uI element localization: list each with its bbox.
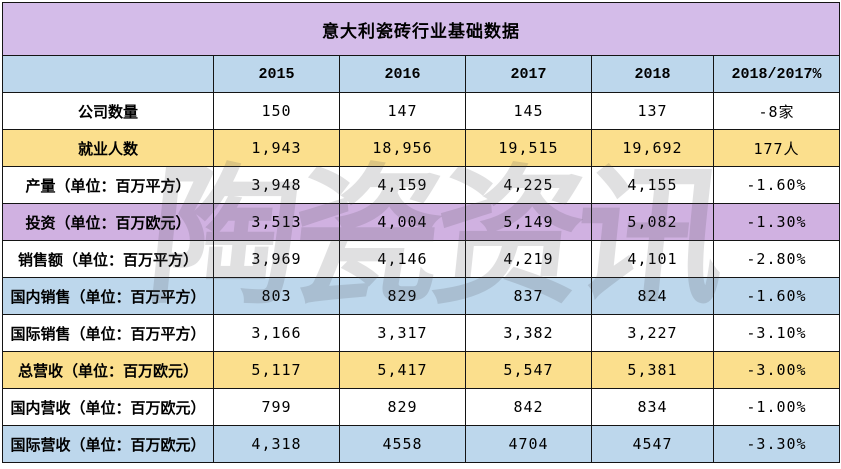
cell-value: 4558 [339, 425, 466, 463]
cell-value: 1,943 [213, 129, 340, 167]
cell-value: 837 [465, 277, 592, 315]
table-row: 就业人数 1,943 18,956 19,515 19,692 177人 [2, 129, 840, 167]
cell-value: 4,225 [465, 166, 592, 204]
column-header-2017: 2017 [465, 55, 592, 93]
row-label: 国内营收（单位：百万欧元） [2, 388, 214, 426]
cell-value: -3.30% [713, 425, 840, 463]
cell-value: 5,117 [213, 351, 340, 389]
cell-value: 4,318 [213, 425, 340, 463]
cell-value: 824 [591, 277, 714, 315]
table-row: 产量（单位：百万平方） 3,948 4,159 4,225 4,155 -1.6… [2, 166, 840, 204]
cell-value: 18,956 [339, 129, 466, 167]
cell-value: -3.00% [713, 351, 840, 389]
cell-value: 4,155 [591, 166, 714, 204]
cell-value: 5,149 [465, 203, 592, 241]
cell-value: 4547 [591, 425, 714, 463]
row-label: 产量（单位：百万平方） [2, 166, 214, 204]
table-row: 国际销售（单位：百万平方） 3,166 3,317 3,382 3,227 -3… [2, 314, 840, 352]
table-row: 国内销售（单位：百万平方） 803 829 837 824 -1.60% [2, 277, 840, 315]
table-row: 销售额（单位：百万平方） 3,969 4,146 4,219 4,101 -2.… [2, 240, 840, 278]
table-row: 总营收（单位：百万欧元） 5,117 5,417 5,547 5,381 -3.… [2, 351, 840, 389]
cell-value: 842 [465, 388, 592, 426]
cell-value: 829 [339, 277, 466, 315]
cell-value: 4,146 [339, 240, 466, 278]
cell-value: -1.00% [713, 388, 840, 426]
cell-value: 19,515 [465, 129, 592, 167]
cell-value: -1.60% [713, 277, 840, 315]
cell-value: 137 [591, 92, 714, 130]
cell-value: 4704 [465, 425, 592, 463]
column-header-2015: 2015 [213, 55, 340, 93]
column-header-change-pct: 2018/2017% [713, 55, 840, 93]
corner-cell [2, 55, 214, 93]
cell-value: -1.60% [713, 166, 840, 204]
cell-value: 3,513 [213, 203, 340, 241]
cell-value: 5,082 [591, 203, 714, 241]
row-label: 国际营收（单位：百万欧元） [2, 425, 214, 463]
cell-value: 4,219 [465, 240, 592, 278]
cell-value: 147 [339, 92, 466, 130]
row-label: 就业人数 [2, 129, 214, 167]
title-row: 意大利瓷砖行业基础数据 [2, 2, 840, 56]
cell-value: 5,417 [339, 351, 466, 389]
row-label: 公司数量 [2, 92, 214, 130]
table-row: 公司数量 150 147 145 137 -8家 [2, 92, 840, 130]
row-label: 投资（单位：百万欧元） [2, 203, 214, 241]
cell-value: 3,969 [213, 240, 340, 278]
row-label: 国内销售（单位：百万平方） [2, 277, 214, 315]
cell-value: 803 [213, 277, 340, 315]
cell-value: 4,159 [339, 166, 466, 204]
cell-value: 3,382 [465, 314, 592, 352]
table-row: 国内营收（单位：百万欧元） 799 829 842 834 -1.00% [2, 388, 840, 426]
cell-value: 150 [213, 92, 340, 130]
cell-value: 3,948 [213, 166, 340, 204]
cell-value: 3,166 [213, 314, 340, 352]
cell-value: 834 [591, 388, 714, 426]
cell-value: -8家 [713, 92, 840, 130]
cell-value: 3,227 [591, 314, 714, 352]
cell-value: 5,547 [465, 351, 592, 389]
table-row: 国际营收（单位：百万欧元） 4,318 4558 4704 4547 -3.30… [2, 425, 840, 463]
table-title: 意大利瓷砖行业基础数据 [2, 2, 840, 56]
cell-value: -2.80% [713, 240, 840, 278]
row-label: 销售额（单位：百万平方） [2, 240, 214, 278]
cell-value: 799 [213, 388, 340, 426]
cell-value: 4,004 [339, 203, 466, 241]
row-label: 总营收（单位：百万欧元） [2, 351, 214, 389]
cell-value: 177人 [713, 129, 840, 167]
cell-value: -1.30% [713, 203, 840, 241]
row-label: 国际销售（单位：百万平方） [2, 314, 214, 352]
cell-value: 3,317 [339, 314, 466, 352]
cell-value: 829 [339, 388, 466, 426]
table-row: 投资（单位：百万欧元） 3,513 4,004 5,149 5,082 -1.3… [2, 203, 840, 241]
cell-value: 145 [465, 92, 592, 130]
cell-value: -3.10% [713, 314, 840, 352]
cell-value: 4,101 [591, 240, 714, 278]
column-header-2016: 2016 [339, 55, 466, 93]
cell-value: 19,692 [591, 129, 714, 167]
cell-value: 5,381 [591, 351, 714, 389]
industry-data-table: 意大利瓷砖行业基础数据 2015 2016 2017 2018 2018/201… [2, 2, 840, 463]
column-header-row: 2015 2016 2017 2018 2018/2017% [2, 55, 840, 93]
column-header-2018: 2018 [591, 55, 714, 93]
